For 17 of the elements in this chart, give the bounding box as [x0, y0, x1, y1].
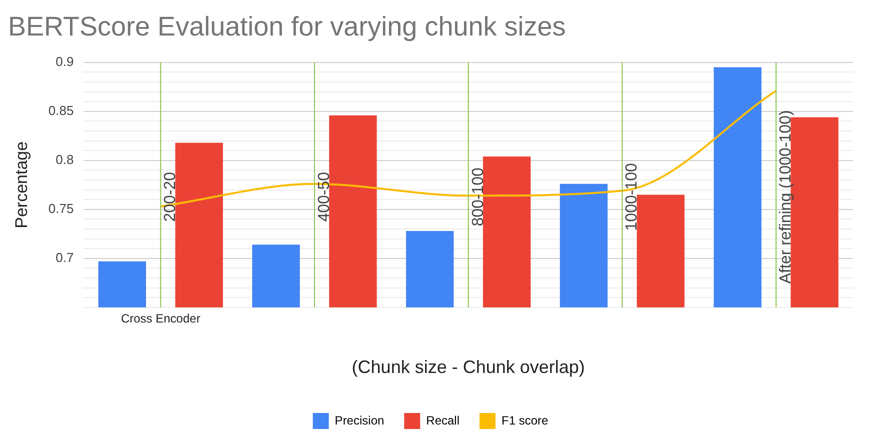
y-tick-label: 0.85 — [48, 102, 74, 118]
y-tick-label: 0.7 — [56, 250, 74, 265]
y-tick-label: 0.75 — [48, 200, 74, 216]
y-axis-title: Percentage — [12, 141, 31, 228]
x-tick-label: After refining (1000-100) — [777, 110, 794, 284]
y-tick-label: 0.9 — [56, 54, 74, 69]
x-tick-label: 200-20 — [162, 172, 180, 222]
x-tick-label: 1000-100 — [624, 162, 641, 231]
y-tick-label: 0.8 — [56, 152, 74, 167]
legend-label: Precision — [334, 413, 384, 428]
x-tick-label: 800-100 — [470, 167, 487, 226]
chart-title: BERTScore Evaluation for varying chunk sizes — [8, 12, 566, 42]
x-tick-label: 400-50 — [316, 172, 333, 222]
x-axis-title: (Chunk size - Chunk overlap) — [352, 357, 585, 378]
legend-label: F1 score — [502, 413, 549, 428]
legend-label: Recall — [426, 413, 460, 428]
text: Cross Encoder — [120, 312, 200, 326]
